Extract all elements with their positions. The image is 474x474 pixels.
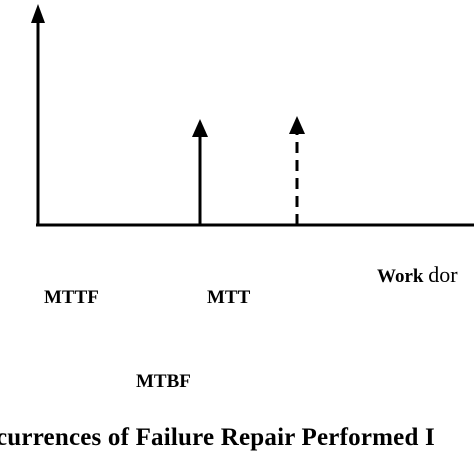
mttf-label: MTTF (44, 287, 99, 308)
work-done-label-bold: Work (377, 266, 424, 287)
failure-event-arrowhead (192, 119, 208, 137)
vertical-axis-arrowhead (31, 4, 45, 23)
work-done-label-rest: dor (428, 262, 458, 287)
mtt-label: MTT (207, 287, 251, 308)
work-done-label: Work dor (377, 262, 458, 287)
mtbf-label: MTBF (136, 371, 191, 392)
bottom-caption: currences of Failure Repair Performed I (0, 424, 435, 451)
repair-event-arrowhead (289, 116, 305, 134)
